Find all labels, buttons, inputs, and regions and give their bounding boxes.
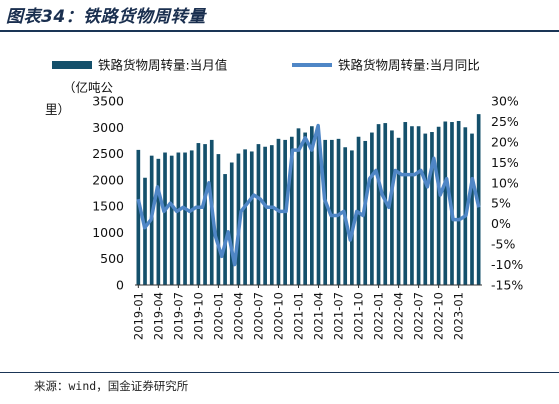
x-tick-label: 2022-10 — [432, 292, 446, 340]
bar-2019-08 — [183, 152, 187, 285]
bar-2022-03 — [390, 130, 394, 285]
x-tick-label: 2022-01 — [372, 292, 386, 340]
left-tick-label: 2000 — [92, 172, 124, 187]
bar-2019-02 — [143, 177, 147, 285]
x-tick-label: 2019-07 — [171, 292, 185, 340]
x-tick-label: 2021-10 — [352, 292, 366, 340]
bar-2020-08 — [263, 146, 267, 285]
bar-2023-02 — [463, 127, 468, 285]
x-tick-label: 2019-04 — [151, 292, 165, 340]
bar-2019-04 — [156, 158, 161, 285]
x-axis-ticks: 2019-01 2019-04 2019-07 2019-10 2020-01 2020-… — [131, 285, 466, 340]
bar-2020-09 — [269, 145, 274, 285]
source-note: 来源：wind，国金证券研究所 — [34, 379, 189, 393]
x-tick-label: 2019-10 — [191, 292, 205, 340]
bar-2021-07 — [336, 138, 341, 285]
x-tick-label: 2022-04 — [392, 292, 406, 340]
bar-2019-09 — [189, 150, 194, 285]
bar-2022-10 — [436, 126, 441, 285]
right-tick-label: 10% — [491, 175, 519, 190]
bar-2020-03 — [229, 162, 234, 285]
left-tick-label: 3000 — [92, 120, 124, 135]
left-tick-label: 1000 — [92, 225, 124, 240]
chart-title: 图表34：铁路货物周转量 — [6, 7, 206, 27]
left-axis-unit-line2: 里） — [45, 102, 70, 117]
right-tick-label: 20% — [491, 134, 519, 149]
bar-2022-06 — [410, 126, 414, 285]
chart: 铁路货物周转量:当月值 铁路货物周转量:当月同比 （亿吨公 里） 0 500 100… — [45, 58, 523, 341]
right-tick-label: 0% — [491, 216, 511, 231]
bar-2023-03 — [470, 133, 474, 285]
bar-2021-04 — [316, 133, 321, 285]
left-tick-label: 500 — [100, 251, 124, 266]
bar-2019-01 — [136, 149, 141, 285]
left-axis-unit-line1: （亿吨公 — [63, 80, 114, 95]
right-tick-label: -10% — [491, 257, 523, 272]
bar-2022-11 — [443, 121, 448, 285]
footer-divider — [0, 372, 559, 373]
x-tick-label: 2021-01 — [291, 292, 305, 340]
left-tick-label: 0 — [116, 278, 124, 293]
bar-2021-03 — [310, 126, 314, 285]
bar-2022-09 — [430, 132, 434, 285]
legend: 铁路货物周转量:当月值 铁路货物周转量:当月同比 — [52, 58, 480, 73]
bar-2020-12 — [289, 136, 294, 285]
right-tick-label: -5% — [491, 237, 515, 252]
bar-2019-05 — [163, 152, 167, 285]
x-tick-label: 2020-04 — [231, 292, 245, 340]
x-tick-label: 2023-01 — [452, 292, 466, 340]
bar-2021-06 — [330, 139, 334, 285]
x-tick-label: 2019-01 — [131, 292, 145, 340]
right-tick-label: 30% — [491, 94, 519, 109]
left-tick-label: 3500 — [92, 94, 124, 109]
bar-2023-01 — [456, 120, 461, 285]
legend-line-label: 铁路货物周转量:当月同比 — [338, 58, 480, 73]
title-divider — [0, 30, 559, 32]
right-tick-label: 15% — [491, 155, 519, 170]
left-tick-label: 2500 — [92, 146, 124, 161]
x-tick-label: 2021-04 — [312, 292, 326, 340]
x-tick-label: 2022-07 — [412, 292, 426, 340]
bar-2022-01 — [376, 124, 381, 285]
right-tick-label: 25% — [491, 114, 519, 129]
x-tick-label: 2020-07 — [251, 292, 265, 340]
bar-2022-08 — [423, 133, 428, 285]
bar-2020-07 — [256, 144, 261, 285]
bar-2022-05 — [403, 122, 408, 285]
x-tick-label: 2021-07 — [332, 292, 346, 340]
bar-2022-04 — [396, 137, 401, 285]
bar-2019-06 — [169, 155, 174, 285]
legend-bar-swatch — [52, 61, 92, 69]
bar-2021-02 — [303, 132, 307, 285]
bar-2021-09 — [350, 150, 354, 285]
bar-2019-10 — [196, 143, 201, 285]
legend-bar-label: 铁路货物周转量:当月值 — [98, 58, 227, 73]
bar-series — [136, 114, 481, 285]
yoy-line-series — [136, 123, 481, 267]
bar-2021-05 — [323, 139, 328, 285]
bar-2019-07 — [176, 152, 181, 285]
left-axis-ticks: 0 500 1000 1500 2000 2500 3000 3500 — [92, 94, 124, 293]
bar-2019-11 — [203, 144, 207, 285]
bar-2020-02 — [223, 174, 227, 285]
bar-2022-07 — [416, 126, 421, 285]
bar-2021-01 — [296, 128, 301, 285]
bar-2020-01 — [216, 154, 221, 285]
right-axis-ticks: -15% -10% -5% 0% 5% 10% 15% 20% 25% 30% — [491, 94, 523, 293]
bar-2020-06 — [249, 151, 254, 285]
bar-2021-12 — [370, 132, 374, 285]
right-tick-label: 5% — [491, 196, 511, 211]
left-tick-label: 1500 — [92, 199, 124, 214]
right-tick-label: -15% — [491, 278, 523, 293]
x-tick-label: 2020-01 — [211, 292, 225, 340]
bar-2020-05 — [243, 149, 247, 285]
x-tick-label: 2020-10 — [271, 292, 285, 340]
